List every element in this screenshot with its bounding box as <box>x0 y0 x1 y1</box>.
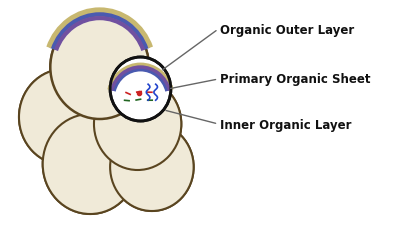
Text: Primary Organic Sheet: Primary Organic Sheet <box>220 73 371 86</box>
Circle shape <box>110 58 171 121</box>
Circle shape <box>50 16 149 119</box>
Circle shape <box>43 114 138 214</box>
Circle shape <box>19 70 110 165</box>
Circle shape <box>94 79 181 170</box>
Ellipse shape <box>65 88 134 167</box>
Circle shape <box>110 123 194 211</box>
Circle shape <box>19 70 110 165</box>
Circle shape <box>110 123 194 211</box>
Circle shape <box>43 114 138 214</box>
Circle shape <box>50 16 149 119</box>
Circle shape <box>94 79 181 170</box>
Ellipse shape <box>60 82 145 177</box>
Text: Inner Organic Layer: Inner Organic Layer <box>220 118 352 131</box>
Text: Organic Outer Layer: Organic Outer Layer <box>220 23 354 36</box>
